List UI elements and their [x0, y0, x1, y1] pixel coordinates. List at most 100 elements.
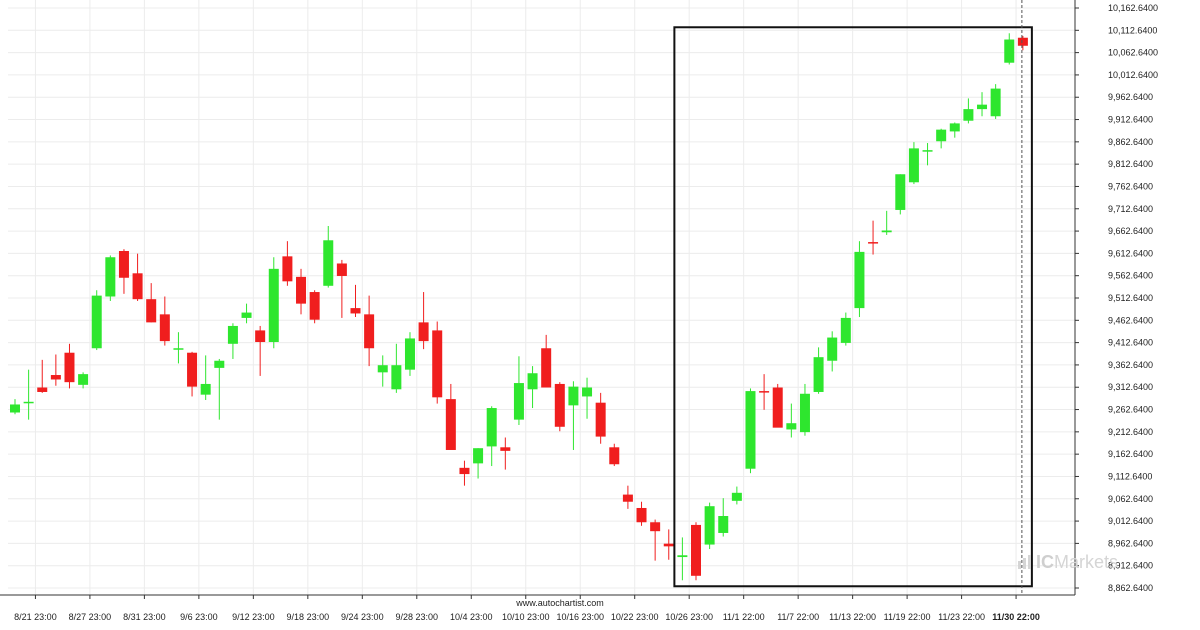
- candle-bullish: [963, 109, 974, 121]
- y-tick-label: 9,562.6400: [1108, 271, 1153, 281]
- y-tick-label: 9,812.6400: [1108, 159, 1153, 169]
- x-tick-label: 10/10 23:00: [502, 612, 550, 622]
- x-tick-label: 10/22 23:00: [611, 612, 659, 622]
- grid-lines: [8, 0, 1075, 595]
- candle-bearish: [37, 387, 48, 392]
- candle-bullish: [922, 150, 933, 152]
- candle-bearish: [636, 507, 647, 523]
- candle-bullish: [704, 506, 715, 545]
- candle-bearish: [1017, 37, 1028, 46]
- candle-bullish: [731, 492, 742, 501]
- candle-bullish: [977, 104, 988, 110]
- candle-bullish: [718, 516, 729, 533]
- candle-bearish: [541, 348, 552, 388]
- candle-bullish: [908, 148, 919, 183]
- ic-markets-logo-icon: [1017, 553, 1032, 569]
- y-tick-label: 9,112.6400: [1108, 471, 1152, 481]
- y-tick-label: 10,162.6400: [1108, 3, 1158, 13]
- candle-bullish: [23, 401, 34, 404]
- candle-bullish: [677, 555, 688, 558]
- candle-bullish: [214, 360, 225, 368]
- x-tick-label: 11/23 22:00: [938, 612, 985, 622]
- candle-bullish: [936, 129, 947, 142]
- candle-bearish: [622, 494, 633, 502]
- x-tick-label: 9/6 23:00: [180, 612, 218, 622]
- y-tick-label: 9,712.6400: [1108, 204, 1153, 214]
- candle-bullish: [949, 123, 960, 132]
- watermark-ic: IC: [1035, 552, 1054, 572]
- candle-bullish: [241, 312, 252, 318]
- x-tick-label: 11/7 22:00: [777, 612, 819, 622]
- candle-bullish: [200, 383, 211, 395]
- y-tick-label: 9,912.6400: [1108, 115, 1153, 125]
- x-tick-label: 8/21 23:00: [14, 612, 57, 622]
- x-tick-label: 9/24 23:00: [341, 612, 384, 622]
- candles: [10, 33, 1028, 581]
- y-tick-label: 9,262.6400: [1108, 405, 1153, 415]
- candle-bearish: [296, 276, 307, 304]
- x-tick-label: 11/1 22:00: [723, 612, 765, 622]
- candle-bullish: [404, 338, 415, 370]
- candle-bullish: [173, 348, 184, 350]
- y-axis: 10,162.6400 10,112.6400 10,062.6400 10,012.…: [1074, 0, 1158, 595]
- x-tick-label: 9/18 23:00: [287, 612, 330, 622]
- x-tick-label: 9/28 23:00: [396, 612, 439, 622]
- y-tick-label: 9,062.6400: [1108, 494, 1153, 504]
- y-tick-label: 9,212.6400: [1108, 427, 1153, 437]
- y-tick-label: 9,762.6400: [1108, 181, 1153, 191]
- y-tick-label: 10,112.6400: [1108, 25, 1157, 35]
- candle-bearish: [595, 402, 606, 437]
- candle-bullish: [268, 268, 279, 343]
- watermark-text: Markets: [1053, 552, 1118, 572]
- y-tick-label: 9,362.6400: [1108, 360, 1153, 370]
- x-tick-label: 8/31 23:00: [123, 612, 166, 622]
- y-tick-label: 9,512.6400: [1108, 293, 1153, 303]
- y-tick-label: 8,962.6400: [1108, 538, 1153, 548]
- candle-bearish: [336, 263, 347, 276]
- candle-bullish: [527, 373, 538, 390]
- x-tick-label: 8/27 23:00: [69, 612, 112, 622]
- x-tick-label: 10/16 23:00: [556, 612, 604, 622]
- candle-bearish: [159, 314, 170, 342]
- candle-bullish: [105, 257, 116, 297]
- candle-bullish: [473, 448, 484, 464]
- candle-bearish: [255, 330, 266, 343]
- y-tick-label: 9,662.6400: [1108, 226, 1153, 236]
- candle-bullish: [91, 295, 102, 349]
- candle-bearish: [132, 273, 143, 300]
- x-tick-label: 11/30 22:00: [992, 612, 1040, 622]
- candle-bearish: [868, 242, 879, 244]
- x-tick-label: 9/12 23:00: [232, 612, 275, 622]
- candle-bullish: [227, 325, 238, 344]
- x-tick-label: 11/19 22:00: [884, 612, 931, 622]
- watermark-logo: ICMarkets: [1017, 552, 1118, 573]
- candle-bullish: [1004, 39, 1015, 63]
- y-tick-label: 8,862.6400: [1108, 583, 1153, 593]
- y-tick-label: 9,162.6400: [1108, 449, 1153, 459]
- candle-bullish: [323, 240, 334, 286]
- candle-bearish: [187, 352, 198, 387]
- candle-bullish: [78, 374, 89, 385]
- x-tick-label: 11/13 22:00: [829, 612, 876, 622]
- y-tick-label: 8,912.6400: [1108, 561, 1153, 571]
- y-tick-label: 9,012.6400: [1108, 516, 1153, 526]
- candle-bullish: [745, 391, 756, 469]
- candle-bearish: [691, 524, 701, 576]
- y-tick-label: 9,612.6400: [1108, 248, 1153, 258]
- candle-bullish: [582, 387, 593, 397]
- candle-bearish: [364, 314, 375, 349]
- candle-bullish: [813, 357, 824, 392]
- candle-bullish: [881, 230, 892, 233]
- candle-bullish: [786, 423, 797, 430]
- y-tick-label: 10,062.6400: [1108, 48, 1158, 58]
- candle-bullish: [840, 317, 851, 343]
- candle-bearish: [500, 447, 511, 451]
- y-tick-label: 9,312.6400: [1108, 382, 1153, 392]
- candle-bullish: [486, 408, 497, 447]
- candle-bearish: [282, 256, 293, 282]
- y-tick-label: 10,012.6400: [1108, 70, 1158, 80]
- x-tick-label: 10/26 23:00: [665, 612, 713, 622]
- candle-bearish: [350, 308, 361, 314]
- candle-bearish: [759, 391, 770, 393]
